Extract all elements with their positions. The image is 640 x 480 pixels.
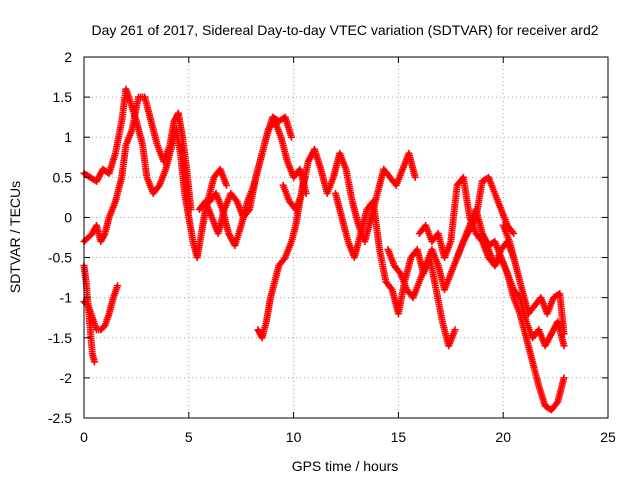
x-tick-label: 10: [286, 429, 302, 445]
y-tick-label: 1: [64, 129, 72, 145]
plot-frame: [83, 56, 609, 419]
series-track-2: [80, 93, 195, 246]
series-track-11: [415, 173, 518, 270]
x-tick-label: 20: [495, 429, 511, 445]
x-axis-label: GPS time / hours: [292, 458, 399, 474]
x-tick-label: 5: [185, 429, 193, 445]
y-axis-label: SDTVAR / TECUs: [7, 181, 23, 293]
x-tick-label: 25: [600, 429, 616, 445]
y-tick-label: -2: [60, 370, 73, 386]
series-track-13: [478, 229, 568, 350]
axis-ticks: 0 5 10 15 20 25 -2.5 -2 -1.5 -1 -0.5 0 0.5 1 1.5 2: [48, 49, 616, 445]
data-point: [560, 342, 568, 350]
data-point: [560, 374, 568, 382]
y-tick-label: 1.5: [53, 89, 73, 105]
x-tick-label: 15: [391, 429, 407, 445]
y-tick-label: 0.5: [53, 169, 73, 185]
data-point: [90, 358, 98, 366]
series-track-14: [499, 221, 568, 338]
data-point: [223, 181, 231, 189]
data-point: [560, 330, 568, 338]
data-point: [288, 133, 296, 141]
data-point: [451, 326, 459, 334]
chart-title: Day 261 of 2017, Sidereal Day-to-day VTE…: [91, 22, 598, 38]
data-point: [510, 229, 518, 237]
series-track-4: [80, 282, 122, 334]
x-tick-label: 0: [80, 429, 88, 445]
data-marks: [80, 85, 568, 414]
y-tick-label: 0: [64, 209, 72, 225]
y-tick-label: -1: [60, 290, 73, 306]
y-tick-label: -2.5: [48, 410, 72, 426]
series-track-6: [206, 113, 296, 250]
y-tick-label: -0.5: [48, 250, 72, 266]
y-tick-label: 2: [64, 49, 72, 65]
data-point: [187, 205, 195, 213]
series-track-8: [279, 145, 419, 246]
data-point: [411, 173, 419, 181]
y-tick-label: -1.5: [48, 330, 72, 346]
data-point: [114, 282, 122, 290]
